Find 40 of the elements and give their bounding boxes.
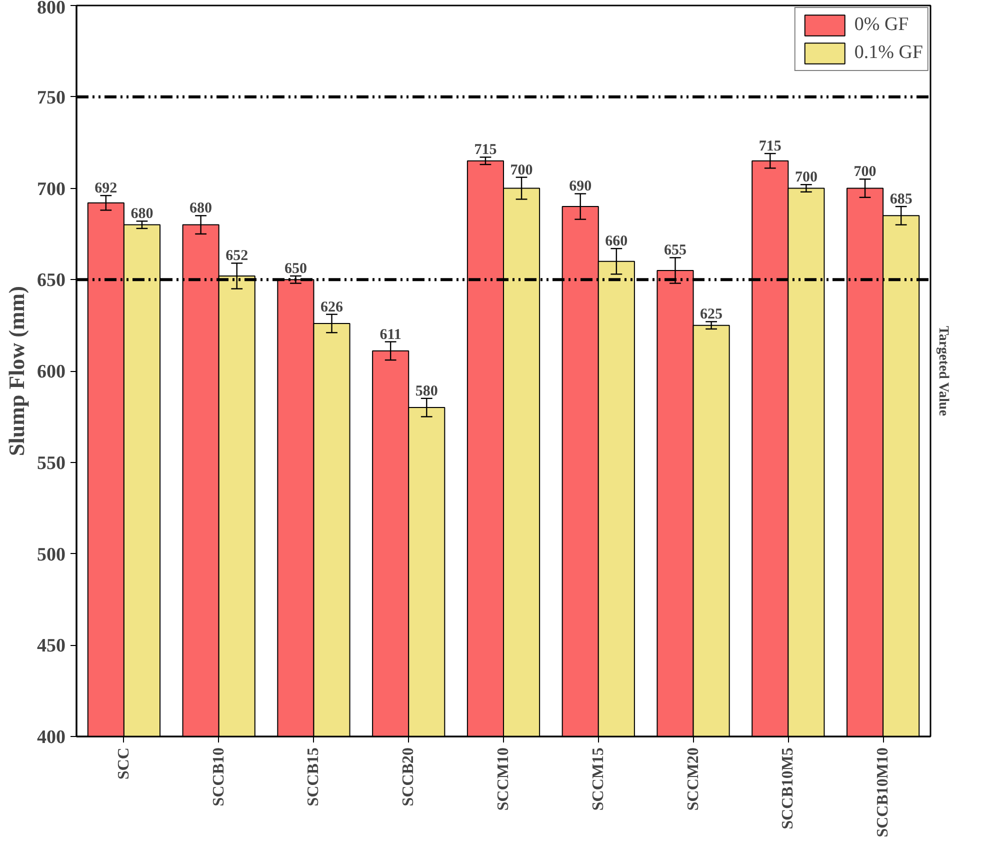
data-label: 690: [569, 178, 592, 195]
y-tick-label: 500: [37, 544, 66, 566]
y-tick-label: 700: [37, 178, 66, 200]
y-tick-label: 750: [37, 87, 66, 108]
data-label: 685: [890, 192, 912, 208]
data-label: 580: [415, 383, 438, 400]
data-label: 655: [664, 242, 686, 259]
data-label: 680: [130, 206, 154, 222]
y-tick-label: 600: [37, 362, 66, 382]
data-label: 700: [794, 170, 818, 186]
x-tick-label: SCCB15: [305, 747, 322, 806]
x-tick-label: SCCB10M10: [874, 748, 892, 838]
y-tick-label: 650: [37, 270, 66, 292]
x-tick-label: SCCB10M5: [780, 748, 797, 830]
data-label: 625: [700, 306, 723, 323]
y-tick-label: 400: [37, 727, 66, 748]
x-tick-label: SCCM10: [495, 748, 512, 811]
data-label: 715: [474, 142, 497, 158]
data-label: 611: [380, 326, 402, 343]
data-label: 700: [854, 164, 876, 180]
data-label: 652: [226, 248, 248, 264]
x-tick-label: SCC: [115, 747, 132, 780]
data-label: 626: [320, 299, 344, 316]
data-label: 692: [94, 180, 118, 197]
legend-label: 0.1% GF: [854, 42, 923, 64]
y-tick-label: 550: [37, 452, 66, 474]
legend-label: 0% GF: [854, 14, 909, 36]
data-label: 650: [284, 260, 307, 277]
x-tick-label: SCCB10: [210, 747, 228, 806]
data-label: 660: [605, 234, 628, 250]
data-label: 680: [190, 200, 212, 217]
x-tick-label: SCCM20: [684, 748, 702, 811]
data-label: 715: [758, 138, 782, 155]
x-tick-label: SCCM15: [590, 748, 607, 811]
y-tick-label: 800: [37, 0, 66, 18]
y-axis-title: Slump Flow (mm): [4, 286, 29, 456]
text: Targeted Value: [936, 326, 950, 416]
x-tick-label: SCCB20: [400, 747, 418, 806]
y-tick-label: 450: [37, 636, 66, 657]
data-label: 700: [510, 162, 533, 178]
